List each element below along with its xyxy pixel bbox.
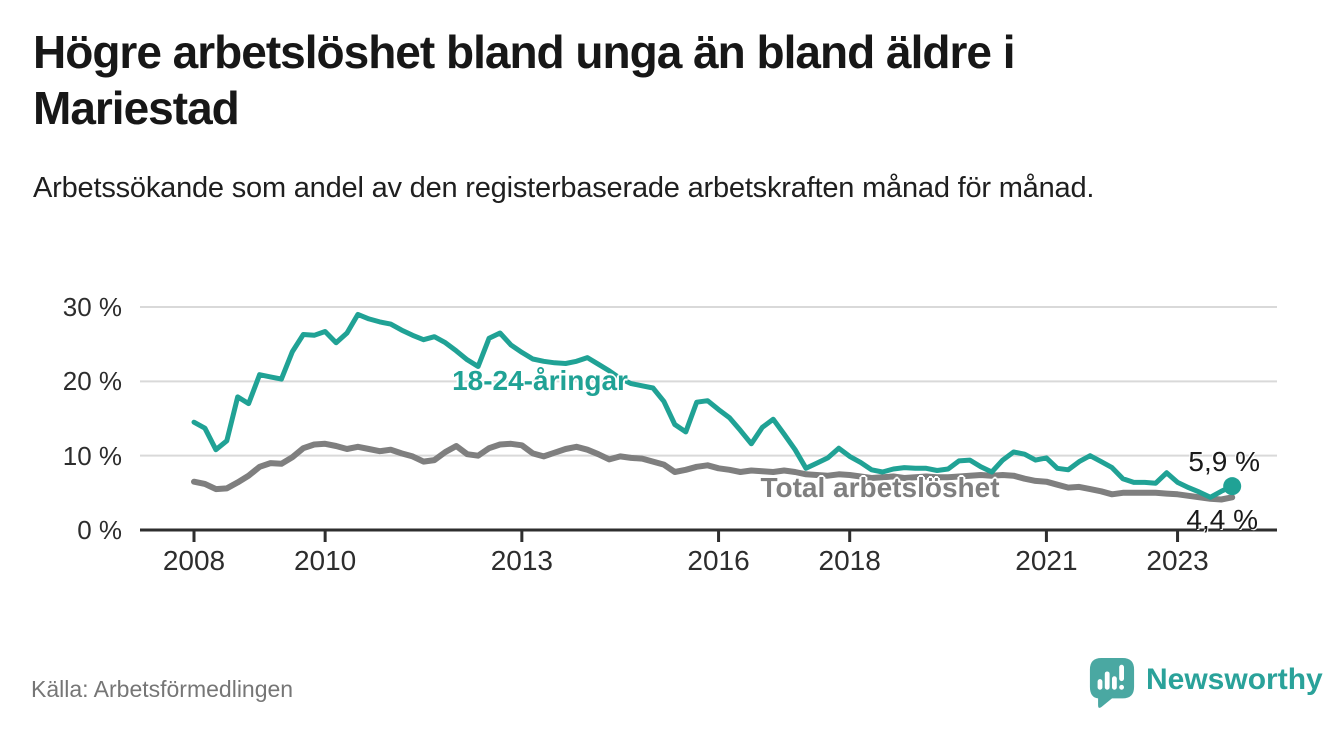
series-end-dot-young [1223,477,1242,496]
y-tick-label: 0 % [77,515,122,545]
page-title: Högre arbetslöshet bland unga än bland ä… [33,26,1016,135]
brand-name: Newsworthy [1146,663,1323,696]
series-line-total [191,440,1236,503]
series-label-total: Total arbetslöshet [760,472,1000,503]
chart-subtitle: Arbetssökande som andel av den registerb… [33,172,1095,204]
series-line-young [191,311,1235,500]
newsworthy-bubble-icon [1089,658,1135,708]
source-note: Källa: Arbetsförmedlingen [31,676,294,702]
y-tick-label: 30 % [62,292,122,322]
x-tick-label: 2023 [1146,545,1209,576]
brand-logo: Newsworthy [1088,656,1323,710]
y-tick-label: 20 % [62,366,122,397]
x-tick-label: 2021 [1015,545,1078,576]
x-tick-label: 2018 [818,545,881,576]
y-tick-label: 10 % [62,440,122,471]
series-label-young: 18-24-åringar [452,365,628,396]
end-value-label-total: 4,4 % [1186,504,1258,535]
end-value-label-young: 5,9 % [1188,446,1260,477]
x-tick-label: 2013 [490,545,553,576]
x-tick-label: 2010 [293,545,357,576]
x-tick-label: 2016 [687,545,750,576]
x-tick-label: 2008 [162,545,226,576]
